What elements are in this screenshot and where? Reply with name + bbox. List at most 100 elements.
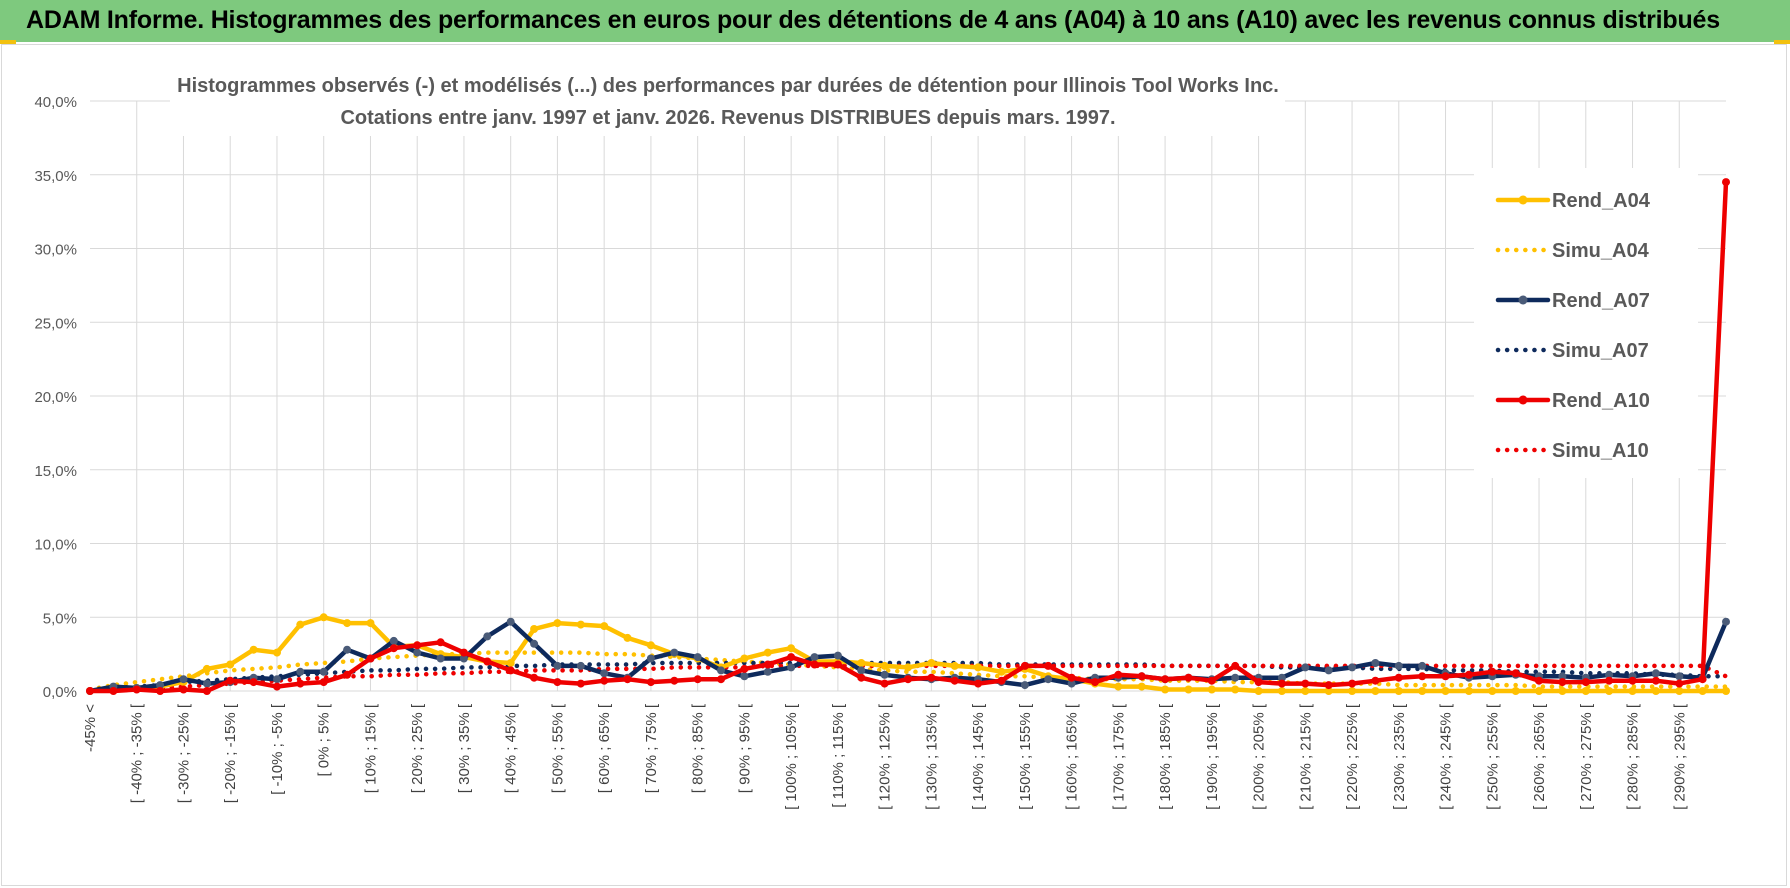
data-point-rend-a04 (1464, 687, 1473, 695)
data-point-rend-a10 (413, 641, 422, 650)
data-point-rend-a04 (1488, 687, 1497, 695)
data-point-rend-a10 (670, 676, 679, 685)
x-tick-label: [ 210% ; 215% [ (1297, 703, 1314, 810)
data-point-rend-a07 (459, 654, 468, 663)
data-point-rend-a04 (296, 620, 305, 629)
data-point-rend-a10 (1324, 681, 1333, 690)
data-point-rend-a07 (1371, 659, 1380, 667)
data-point-rend-a07 (506, 617, 515, 626)
series-line-simu-a04 (87, 650, 1729, 692)
data-point-rend-a10 (1207, 676, 1216, 685)
data-point-rend-a10 (1277, 679, 1286, 688)
data-point-rend-a10 (226, 676, 235, 685)
data-point-rend-a04 (226, 660, 235, 669)
y-tick-label: 10,0% (34, 537, 77, 554)
data-point-rend-a10 (904, 675, 912, 684)
data-point-rend-a10 (1511, 669, 1520, 678)
data-point-rend-a04 (202, 664, 211, 673)
legend-label: Simu_A04 (1552, 240, 1650, 262)
data-point-rend-a07 (343, 645, 352, 654)
data-point-rend-a07 (413, 648, 422, 657)
data-point-rend-a04 (1722, 687, 1730, 695)
legend: Rend_A04 Simu_A04 Rend_A07 Simu_A07 Rend_A10… (1474, 168, 1698, 478)
data-point-rend-a10 (1558, 678, 1567, 687)
data-point-rend-a04 (974, 663, 983, 672)
data-point-rend-a04 (904, 663, 912, 672)
data-point-rend-a04 (366, 619, 375, 628)
data-point-rend-a04 (646, 641, 655, 650)
data-point-rend-a04 (857, 659, 866, 667)
data-point-rend-a10 (436, 638, 445, 647)
data-point-rend-a04 (787, 644, 796, 653)
data-point-rend-a07 (1558, 672, 1567, 681)
data-point-rend-a10 (880, 679, 889, 688)
data-point-rend-a10 (459, 648, 468, 657)
x-axis-tick-labels: -45% < [ -40% ; -35% [[ -30% ; -25% [[ -2… (82, 703, 1688, 810)
data-point-rend-a04 (1651, 687, 1660, 695)
data-point-rend-a10 (787, 653, 796, 662)
data-point-rend-a10 (366, 654, 375, 663)
data-point-rend-a10 (1231, 661, 1240, 670)
data-point-rend-a10 (1020, 661, 1029, 670)
data-point-rend-a07 (740, 672, 749, 681)
data-point-rend-a04 (1698, 687, 1707, 695)
data-point-rend-a07 (530, 639, 539, 648)
data-point-rend-a10 (1464, 670, 1473, 679)
data-point-rend-a10 (1488, 667, 1497, 676)
data-point-rend-a07 (833, 651, 842, 660)
data-point-rend-a07 (296, 667, 305, 676)
data-point-rend-a07 (1348, 663, 1357, 672)
x-tick-label: [ 90% ; 95% [ (736, 703, 753, 793)
y-axis-tick-labels: 0,0% 5,0% 10,0% 15,0% 20,0% 25,0% 30,0% 35,0% 40… (34, 94, 77, 701)
x-tick-label: -45% < (82, 704, 99, 752)
data-point-rend-a04 (1277, 687, 1286, 695)
legend-box (1474, 168, 1698, 478)
data-point-rend-a04 (1441, 687, 1450, 695)
data-point-rend-a10 (343, 670, 352, 679)
data-point-rend-a07 (576, 661, 585, 670)
x-tick-label: [ -30% ; -25% [ (175, 703, 192, 803)
data-point-rend-a07 (1324, 666, 1333, 675)
data-point-rend-a10 (1605, 676, 1614, 685)
data-point-rend-a10 (530, 673, 539, 682)
legend-label: Rend_A10 (1552, 390, 1650, 412)
data-point-rend-a04 (343, 619, 352, 628)
legend-label: Simu_A10 (1552, 440, 1649, 462)
data-point-rend-a04 (530, 625, 539, 633)
data-point-rend-a10 (950, 676, 959, 685)
x-tick-label: [ 180% ; 185% [ (1157, 703, 1174, 810)
corner-accent-left (0, 40, 16, 44)
data-point-rend-a07 (273, 675, 281, 684)
data-point-rend-a04 (1231, 685, 1240, 694)
data-point-rend-a04 (1301, 687, 1310, 695)
data-point-rend-a10 (1161, 675, 1170, 684)
x-tick-label: [ 280% ; 285% [ (1625, 703, 1642, 810)
x-tick-label: [ 20% ; 25% [ (409, 703, 426, 793)
x-tick-label: [ 270% ; 275% [ (1578, 703, 1595, 810)
data-point-rend-a10 (763, 660, 772, 669)
data-point-rend-a04 (997, 667, 1006, 676)
data-point-rend-a10 (576, 679, 585, 688)
x-tick-label: [ 130% ; 135% [ (923, 703, 940, 810)
data-point-rend-a07 (553, 661, 562, 670)
data-point-rend-a04 (1394, 687, 1403, 695)
data-point-rend-a07 (1394, 661, 1403, 670)
data-point-rend-a04 (273, 648, 281, 657)
chart-subtitle: Cotations entre janv. 1997 et janv. 2026… (340, 107, 1115, 129)
data-point-rend-a10 (1675, 679, 1684, 688)
x-tick-label: [ -20% ; -15% [ (222, 703, 239, 803)
x-tick-label: [ 10% ; 15% [ (362, 703, 379, 793)
data-point-rend-a07 (179, 675, 188, 684)
legend-label: Simu_A07 (1552, 340, 1649, 362)
data-point-rend-a04 (1511, 687, 1520, 695)
data-point-rend-a04 (1558, 687, 1567, 695)
data-point-rend-a10 (1114, 670, 1123, 679)
x-tick-label: [ 220% ; 225% [ (1344, 703, 1361, 810)
x-tick-label: [ 200% ; 205% [ (1251, 703, 1268, 810)
data-point-rend-a07 (880, 670, 889, 679)
data-point-rend-a10 (296, 679, 305, 688)
data-point-rend-a10 (1581, 678, 1590, 687)
legend-marker (1518, 195, 1528, 205)
data-point-rend-a07 (1675, 672, 1684, 681)
